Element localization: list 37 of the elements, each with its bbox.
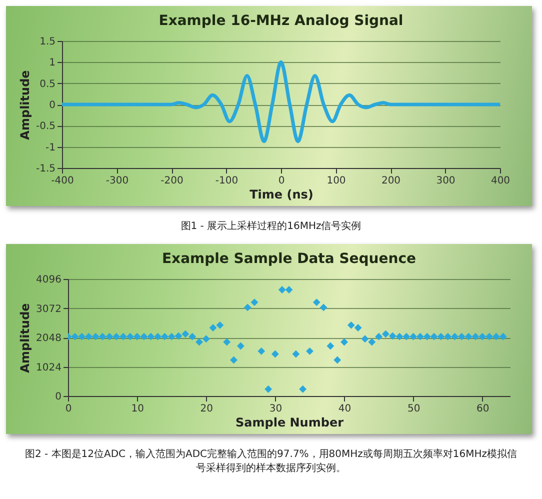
y-tick-label: 0 xyxy=(55,392,62,402)
x-tick-label: -300 xyxy=(106,176,129,186)
x-tick-label: 300 xyxy=(436,176,456,186)
y-tick-label: 4096 xyxy=(36,274,62,286)
x-tick-label: 60 xyxy=(476,404,490,414)
x-axis-title: Sample Number xyxy=(236,416,344,430)
x-tick-label: -400 xyxy=(51,176,74,186)
x-tick-label: 50 xyxy=(407,404,420,414)
x-tick-label: 10 xyxy=(131,404,144,414)
y-tick-label: 0.5 xyxy=(40,78,56,90)
x-tick-label: 400 xyxy=(490,176,510,186)
x-tick-label: 0 xyxy=(65,404,72,414)
y-tick-label: 3072 xyxy=(36,304,62,315)
y-tick-label: 2048 xyxy=(36,333,62,344)
caption: 图1 - 展示上采样过程的16MHz信号实例 xyxy=(180,220,362,234)
y-axis-title: Amplitude xyxy=(18,70,32,140)
y-tick-label: -1 xyxy=(46,142,56,154)
chart-title: Example 16-MHz Analog Signal xyxy=(158,13,404,29)
y-tick-label: -1.5 xyxy=(36,164,56,174)
x-tick-label: 20 xyxy=(200,404,213,414)
caption: 图2 - 本图是12位ADC，输入范围为ADC完整输入范围的97.7%，用80MHz或每周期五次频率对16MHz模拟信号采样得到的样本数据序列实例。 xyxy=(24,448,518,476)
x-axis-title: Time (ns) xyxy=(250,188,314,202)
x-tick-label: -200 xyxy=(160,176,184,186)
y-tick-label: 1.5 xyxy=(40,36,56,48)
y-tick-label: 1024 xyxy=(36,362,62,374)
line-series xyxy=(62,60,500,144)
x-tick-label: 40 xyxy=(338,404,352,414)
x-tick-label: 30 xyxy=(269,404,282,414)
chart-title: Example Sample Data Sequence xyxy=(162,251,416,267)
x-tick-label: 100 xyxy=(326,176,346,186)
x-tick-label: 200 xyxy=(381,176,401,186)
x-tick-label: -100 xyxy=(215,176,238,186)
x-tick-label: 0 xyxy=(278,176,285,186)
y-axis-title: Amplitude xyxy=(18,303,32,373)
y-tick-label: -0.5 xyxy=(36,121,56,132)
y-tick-label: 0 xyxy=(49,100,56,111)
y-tick-label: 1 xyxy=(49,58,56,69)
